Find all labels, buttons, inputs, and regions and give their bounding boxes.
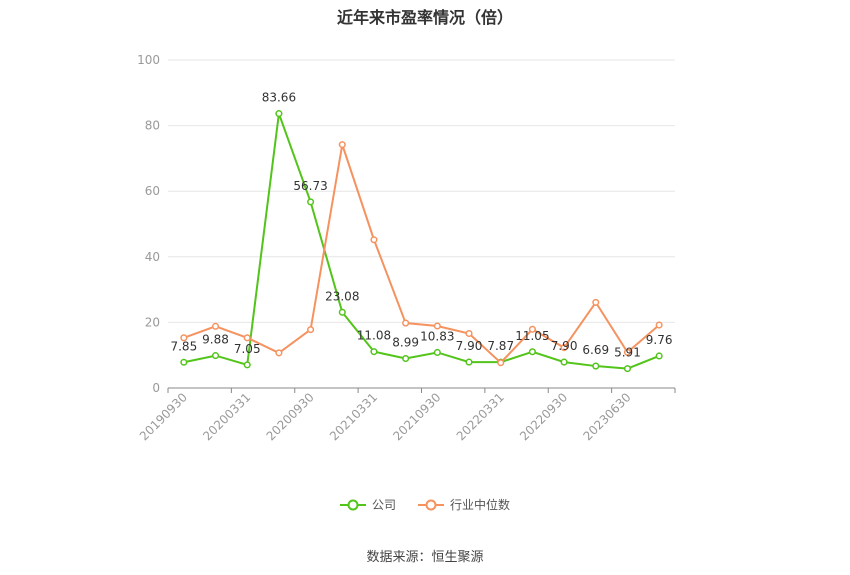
data-point (528, 325, 536, 333)
data-point (180, 334, 188, 342)
y-tick-label: 80 (145, 119, 160, 133)
data-point (338, 141, 346, 149)
legend-label-industry-median: 行业中位数 (450, 498, 511, 512)
data-point (592, 362, 600, 370)
data-point (402, 319, 410, 327)
data-point (180, 358, 188, 366)
legend-item-industry-median[interactable]: 行业中位数 (418, 496, 510, 513)
data-point (433, 322, 441, 330)
data-point (370, 348, 378, 356)
data-point (623, 365, 632, 373)
data-label: 9.88 (202, 333, 229, 347)
y-tick-label: 0 (152, 381, 160, 395)
data-point (370, 236, 378, 244)
data-point (211, 352, 220, 360)
data-point (307, 326, 315, 334)
data-label: 83.66 (262, 91, 296, 105)
y-tick-label: 100 (137, 53, 160, 67)
legend-line-icon (418, 499, 444, 510)
chart-legend: 公司 行业中位数 (0, 496, 850, 513)
legend-item-company[interactable]: 公司 (339, 496, 396, 513)
data-point (338, 308, 346, 316)
data-label: 10.83 (420, 329, 454, 343)
data-point (560, 358, 568, 366)
series-line (183, 113, 660, 370)
x-tick-label: 20230630 (581, 390, 634, 443)
data-label: 11.08 (357, 329, 391, 343)
x-tick-label: 20220331 (454, 390, 507, 443)
legend-line-icon (339, 499, 366, 510)
data-point (307, 198, 315, 206)
data-point (465, 358, 473, 366)
data-label: 8.99 (392, 336, 419, 350)
data-label: 7.90 (551, 339, 578, 353)
data-point (243, 361, 251, 369)
data-point (623, 348, 632, 356)
data-label: 9.76 (646, 333, 673, 347)
data-point (655, 321, 663, 329)
data-label: 7.85 (170, 339, 197, 353)
data-point (497, 359, 505, 367)
y-tick-label: 20 (145, 315, 160, 329)
data-label: 5.91 (614, 346, 641, 360)
data-label: 56.73 (293, 179, 327, 193)
data-point (592, 298, 600, 306)
x-tick-label: 20190930 (137, 390, 190, 443)
x-tick-label: 20210331 (327, 390, 380, 443)
data-source: 数据来源：恒生聚源 (366, 550, 484, 565)
data-point (560, 344, 568, 352)
x-tick-label: 20220930 (517, 390, 570, 443)
data-point (402, 354, 410, 363)
data-point (433, 348, 441, 357)
legend-label-company: 公司 (371, 498, 396, 512)
y-tick-label: 40 (145, 250, 160, 264)
data-point (243, 334, 251, 342)
x-tick-label: 20200930 (264, 390, 317, 443)
data-point (211, 322, 220, 330)
data-label: 6.69 (582, 343, 609, 357)
data-point (528, 348, 536, 356)
data-label: 7.90 (456, 339, 483, 353)
chart-title: 近年来市盈率情况（倍） (336, 8, 513, 27)
x-tick-label: 20200331 (200, 390, 253, 443)
data-label: 23.08 (325, 289, 359, 303)
data-point (275, 349, 283, 357)
series-line (183, 144, 660, 365)
data-point (465, 330, 473, 338)
data-point (275, 110, 283, 118)
data-label: 7.87 (487, 339, 514, 353)
y-tick-label: 60 (145, 184, 160, 198)
data-label: 7.05 (234, 342, 261, 356)
data-point (655, 352, 663, 360)
x-tick-label: 20210930 (390, 390, 443, 443)
data-label: 11.05 (515, 329, 549, 343)
